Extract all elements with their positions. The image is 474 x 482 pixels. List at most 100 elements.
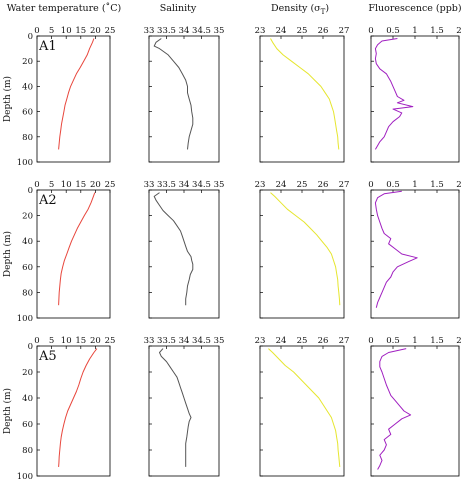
x-tick-label: 2 <box>456 26 461 36</box>
x-tick-label: 34 <box>179 180 190 190</box>
x-tick-label: 0.5 <box>386 26 400 36</box>
y-tick-label: 100 <box>17 158 33 168</box>
profile-line-A5-fluo <box>377 348 412 470</box>
x-tick-label: 26 <box>318 336 329 346</box>
depth-axis-label: Depth (m) <box>2 76 13 122</box>
y-tick-label: 40 <box>22 394 33 404</box>
x-tick-label: 26 <box>318 180 329 190</box>
x-tick-label: 35 <box>214 26 225 36</box>
panel-frame <box>259 35 345 163</box>
x-tick-label: 0 <box>34 26 39 36</box>
column-title-dens-main: Density (σ <box>271 3 321 14</box>
x-tick-label: 24 <box>276 180 287 190</box>
panel-frame <box>370 35 460 163</box>
x-tick-label: 2 <box>456 180 461 190</box>
x-tick-label: 15 <box>75 180 86 190</box>
x-tick-label: 33.5 <box>157 336 176 346</box>
x-tick-label: 34.5 <box>192 336 211 346</box>
x-tick-label: 23 <box>255 26 266 36</box>
x-tick-label: 0 <box>34 180 39 190</box>
x-tick-label: 25 <box>105 180 116 190</box>
panel-frame <box>259 345 345 477</box>
profile-line-A1-fluo <box>374 38 414 150</box>
x-tick-label: 0.5 <box>386 180 400 190</box>
y-tick-label: 60 <box>22 108 33 118</box>
x-tick-label: 5 <box>49 26 54 36</box>
x-tick-label: 33 <box>144 180 155 190</box>
panel-A5-fluo: 0 0.5 1 1.5 2 <box>368 336 462 477</box>
x-tick-label: 24 <box>276 336 287 346</box>
y-tick-label: 60 <box>22 420 33 430</box>
profile-line-A1-temp <box>58 38 95 150</box>
x-tick-label: 0.5 <box>386 336 400 346</box>
x-tick-label: 33.5 <box>157 26 176 36</box>
panel-frame <box>370 345 460 477</box>
column-title-sal: Salinity <box>160 3 197 14</box>
x-tick-label: 1 <box>412 336 417 346</box>
column-titles: Water temperature (˚C) Salinity Density … <box>7 2 462 16</box>
x-tick-label: 34 <box>179 26 190 36</box>
panel-A1-dens: 23 24 25 26 27 <box>255 26 349 163</box>
x-tick-label: 0 <box>368 336 373 346</box>
x-tick-label: 33.5 <box>157 180 176 190</box>
column-title-dens-sub: T <box>321 8 326 16</box>
x-tick-label: 34.5 <box>192 180 211 190</box>
x-tick-label: 2 <box>456 336 461 346</box>
depth-axis-label: Depth (m) <box>2 231 13 277</box>
x-tick-label: 27 <box>339 180 350 190</box>
panel-A1-fluo: 0 0.5 1 1.5 2 <box>368 26 462 163</box>
panel-A2-fluo: 0 0.5 1 1.5 2 <box>368 180 462 319</box>
x-tick-label: 33 <box>144 336 155 346</box>
profile-line-A2-dens <box>270 192 341 306</box>
y-tick-label: 80 <box>22 133 33 143</box>
x-tick-label: 20 <box>90 336 101 346</box>
x-tick-label: 34 <box>179 336 190 346</box>
y-tick-label: 0 <box>28 186 33 196</box>
column-title-temp: Water temperature (˚C) <box>7 2 122 14</box>
y-tick-label: 20 <box>22 57 33 67</box>
panel-A2-sal: 33 33.5 34 34.5 35 <box>144 180 225 319</box>
x-tick-label: 25 <box>297 180 308 190</box>
panel-frame <box>148 345 220 477</box>
y-tick-label: 0 <box>28 342 33 352</box>
x-tick-label: 1 <box>412 180 417 190</box>
x-tick-label: 35 <box>214 180 225 190</box>
x-tick-label: 10 <box>61 180 72 190</box>
x-tick-label: 24 <box>276 26 287 36</box>
profile-line-A2-fluo <box>374 190 418 308</box>
x-tick-label: 15 <box>75 336 86 346</box>
panel-A1-sal: 33 33.5 34 34.5 35 <box>144 26 225 163</box>
y-tick-label: 100 <box>17 314 33 324</box>
y-tick-label: 80 <box>22 288 33 298</box>
x-tick-label: 27 <box>339 336 350 346</box>
x-tick-label: 26 <box>318 26 329 36</box>
x-tick-label: 25 <box>105 26 116 36</box>
x-tick-label: 1.5 <box>430 336 444 346</box>
x-tick-label: 1.5 <box>430 180 444 190</box>
y-tick-label: 40 <box>22 82 33 92</box>
column-title-fluo: Fluorescence (ppb) <box>368 3 461 14</box>
profile-line-A2-sal <box>153 192 194 306</box>
station-label: A1 <box>38 39 57 54</box>
y-tick-label: 40 <box>22 237 33 247</box>
x-tick-label: 20 <box>90 180 101 190</box>
profile-line-A5-temp <box>58 348 98 467</box>
panel-frame <box>36 345 111 477</box>
y-tick-label: 100 <box>17 472 33 482</box>
x-tick-label: 20 <box>90 26 101 36</box>
y-tick-label: 80 <box>22 446 33 456</box>
profile-line-A1-sal <box>153 38 194 150</box>
panel-A5-dens: 23 24 25 26 27 <box>255 336 350 477</box>
panel-frame <box>36 35 111 163</box>
x-tick-label: 33 <box>144 26 155 36</box>
panel-A2-dens: 23 24 25 26 27 <box>255 180 350 319</box>
column-title-dens-end: ) <box>325 3 329 14</box>
profile-line-A5-sal <box>159 348 192 467</box>
x-tick-label: 1 <box>412 26 417 36</box>
x-tick-label: 25 <box>297 26 308 36</box>
